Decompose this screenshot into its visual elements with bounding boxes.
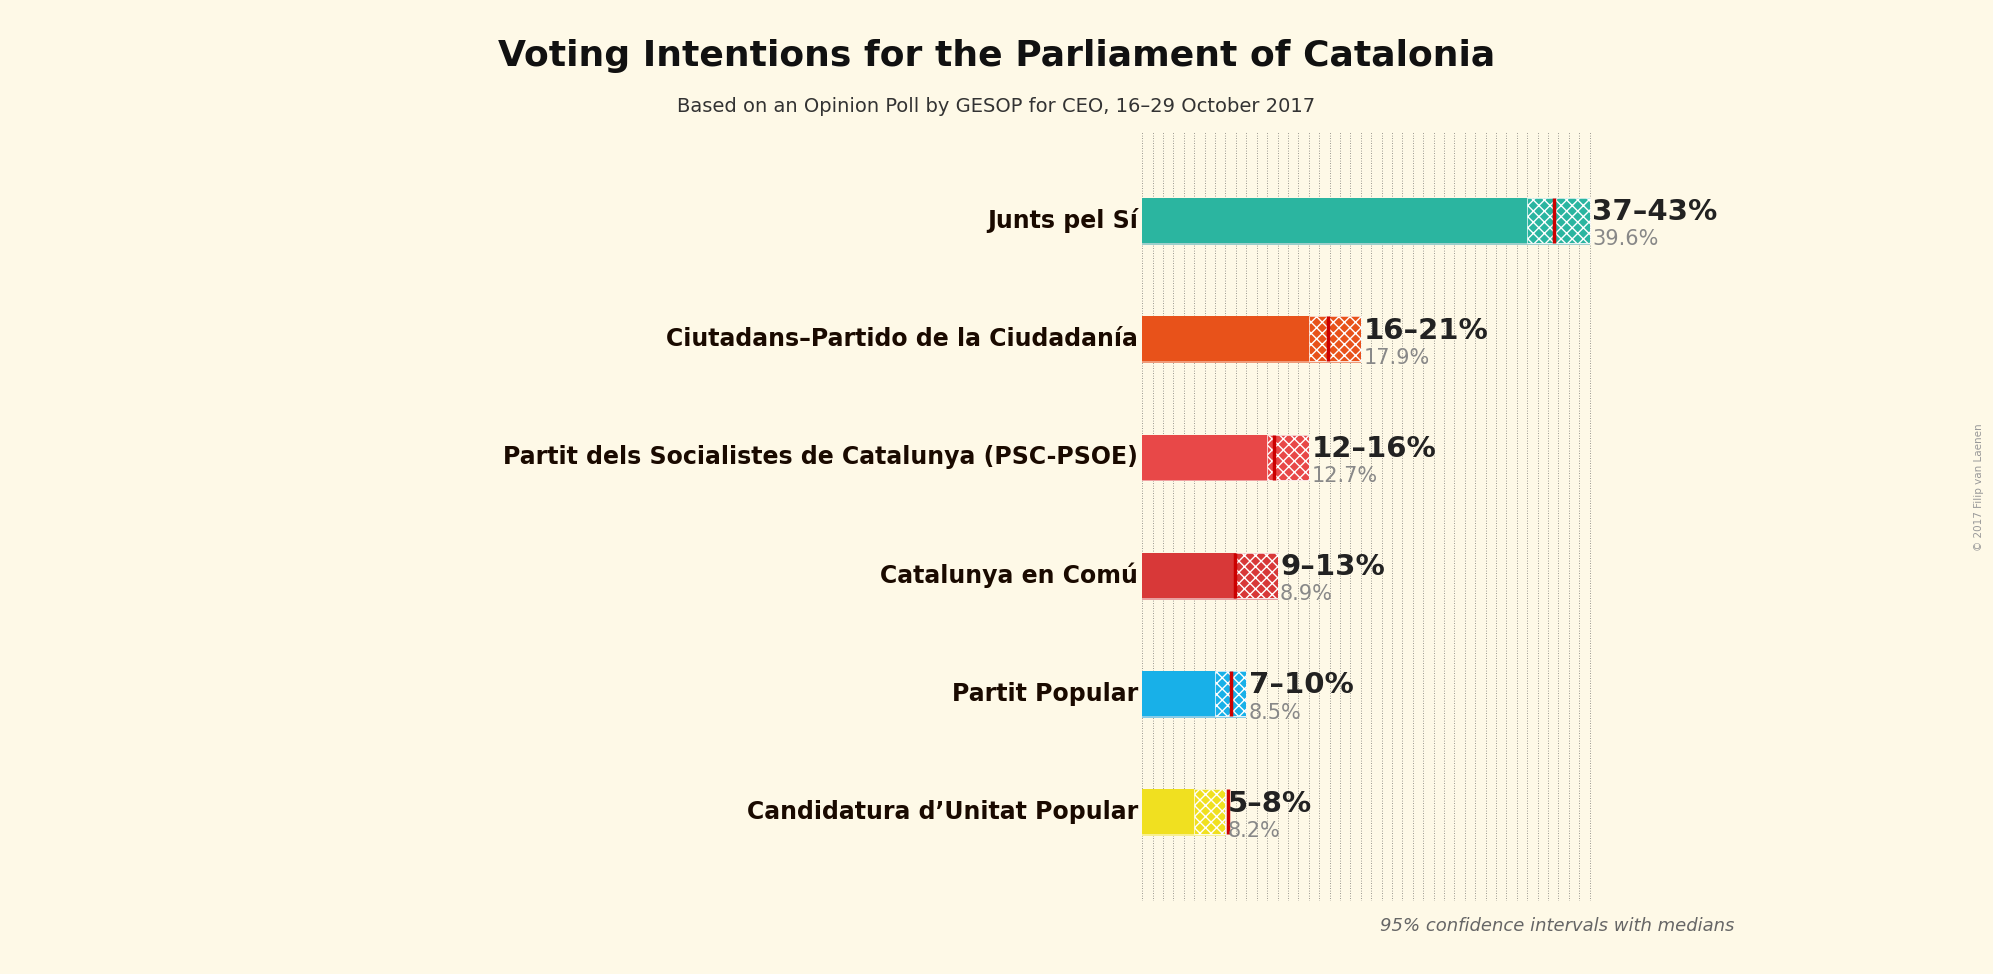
Bar bbox=[1236, 553, 1278, 598]
Text: 39.6%: 39.6% bbox=[1592, 230, 1658, 249]
Text: Voting Intentions for the Parliament of Catalonia: Voting Intentions for the Parliament of … bbox=[498, 39, 1495, 73]
Bar bbox=[1194, 789, 1226, 835]
Bar bbox=[1142, 317, 1309, 361]
Bar bbox=[1216, 671, 1246, 716]
Text: Junts pel Sí: Junts pel Sí bbox=[987, 208, 1138, 233]
Bar bbox=[1142, 434, 1268, 479]
Text: 8.5%: 8.5% bbox=[1250, 702, 1301, 723]
Bar bbox=[1527, 198, 1590, 244]
Bar bbox=[1216, 671, 1246, 716]
Bar bbox=[1309, 317, 1361, 361]
Text: Based on an Opinion Poll by GESOP for CEO, 16–29 October 2017: Based on an Opinion Poll by GESOP for CE… bbox=[678, 97, 1315, 117]
Bar bbox=[1309, 317, 1361, 361]
Bar bbox=[1236, 553, 1278, 598]
Text: 16–21%: 16–21% bbox=[1363, 317, 1489, 345]
Text: © 2017 Filip van Laenen: © 2017 Filip van Laenen bbox=[1973, 423, 1985, 551]
Text: Candidatura d’Unitat Popular: Candidatura d’Unitat Popular bbox=[747, 800, 1138, 824]
Text: Catalunya en Comú: Catalunya en Comú bbox=[881, 563, 1138, 588]
Bar bbox=[1194, 789, 1226, 835]
Text: 17.9%: 17.9% bbox=[1363, 348, 1429, 368]
Text: 37–43%: 37–43% bbox=[1592, 199, 1718, 226]
Bar bbox=[1142, 671, 1216, 716]
Text: Partit Popular: Partit Popular bbox=[953, 682, 1138, 705]
Text: 8.2%: 8.2% bbox=[1228, 821, 1281, 841]
Bar bbox=[1142, 198, 1527, 244]
Text: 12–16%: 12–16% bbox=[1311, 434, 1437, 463]
Bar bbox=[1142, 553, 1236, 598]
Text: 9–13%: 9–13% bbox=[1280, 553, 1385, 581]
Bar bbox=[1142, 464, 1309, 481]
Text: 12.7%: 12.7% bbox=[1311, 466, 1377, 486]
Text: 8.9%: 8.9% bbox=[1280, 584, 1333, 604]
Bar bbox=[1142, 789, 1194, 835]
Bar bbox=[1142, 227, 1590, 244]
Bar bbox=[1142, 581, 1278, 600]
Bar bbox=[1142, 700, 1246, 718]
Bar bbox=[1142, 818, 1226, 836]
Text: 7–10%: 7–10% bbox=[1250, 671, 1353, 699]
Bar bbox=[1527, 198, 1590, 244]
Text: Partit dels Socialistes de Catalunya (PSC-PSOE): Partit dels Socialistes de Catalunya (PS… bbox=[502, 445, 1138, 469]
Bar bbox=[1268, 434, 1309, 479]
Text: 95% confidence intervals with medians: 95% confidence intervals with medians bbox=[1379, 918, 1734, 935]
Bar bbox=[1268, 434, 1309, 479]
Bar bbox=[1142, 346, 1361, 363]
Text: 5–8%: 5–8% bbox=[1228, 790, 1311, 817]
Text: Ciutadans–Partido de la Ciudadanía: Ciutadans–Partido de la Ciudadanía bbox=[666, 327, 1138, 351]
